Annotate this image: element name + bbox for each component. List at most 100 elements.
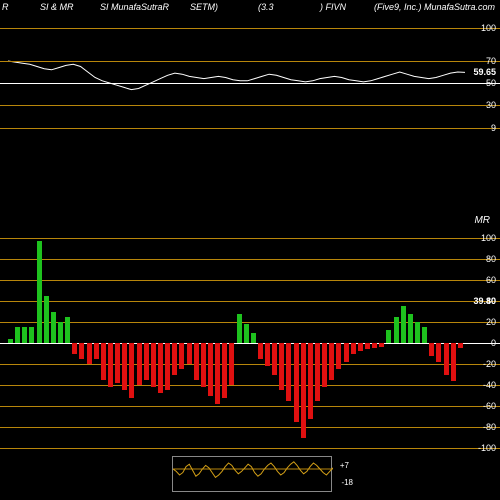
chart-header: R SI & MR SI MunafaSutraR SETM) (3.3 ) FIVN (F… (0, 2, 500, 16)
chart-root: R SI & MR SI MunafaSutraR SETM) (3.3 ) FIVN (F… (0, 0, 500, 500)
mr-bar (144, 343, 149, 380)
axis-label: -60 (483, 401, 496, 411)
mr-bar (208, 343, 213, 396)
axis-label: -20 (483, 359, 496, 369)
mr-current-value: 39.80 (473, 296, 496, 306)
gridline (0, 427, 500, 428)
axis-label: 20 (486, 317, 496, 327)
mr-bar (372, 343, 377, 348)
mr-bar (87, 343, 92, 364)
mr-bar (15, 327, 20, 343)
header-text: SI & MR (40, 2, 74, 12)
mr-bar (408, 314, 413, 343)
mr-bar (237, 314, 242, 343)
mr-bar (229, 343, 234, 385)
mr-bar (215, 343, 220, 404)
mr-bar (179, 343, 184, 369)
mr-bar (294, 343, 299, 422)
mr-bar (58, 322, 63, 343)
header-text: (Five9, Inc.) MunafaSutra.com (374, 2, 495, 12)
axis-label: 30 (486, 100, 496, 110)
mr-bar (358, 343, 363, 351)
mr-bar (72, 343, 77, 354)
mr-bar (201, 343, 206, 387)
mr-label: MR (474, 215, 490, 226)
mr-bar (279, 343, 284, 390)
mr-bar (115, 343, 120, 383)
mini-label-top: +7 (340, 461, 349, 470)
gridline (0, 322, 500, 323)
mr-bar (401, 306, 406, 343)
mr-bar (386, 330, 391, 343)
header-text: SETM) (190, 2, 218, 12)
mr-bar (394, 317, 399, 343)
axis-label: 50 (486, 78, 496, 88)
gridline (0, 238, 500, 239)
axis-label: 70 (486, 56, 496, 66)
mini-oscillator-line (173, 457, 333, 493)
axis-label: -80 (483, 422, 496, 432)
mr-bar (79, 343, 84, 359)
gridline (0, 448, 500, 449)
mr-bar (429, 343, 434, 356)
mr-bar (222, 343, 227, 398)
mr-bar (365, 343, 370, 349)
mr-bar (44, 296, 49, 343)
mr-bar (272, 343, 277, 375)
mr-bar (122, 343, 127, 390)
mr-bar (336, 343, 341, 369)
mr-bar (37, 241, 42, 343)
mr-bar (51, 312, 56, 344)
mr-bar (265, 343, 270, 366)
mr-bar (451, 343, 456, 381)
mr-bar (422, 327, 427, 343)
mini-oscillator-panel: +7-18 (172, 456, 332, 492)
gridline (0, 406, 500, 407)
gridline (0, 61, 500, 62)
mr-bar (315, 343, 320, 401)
mr-bar (351, 343, 356, 354)
mr-bar (286, 343, 291, 401)
mr-bar (137, 343, 142, 385)
mr-bar (301, 343, 306, 438)
gridline (0, 28, 500, 29)
mr-bar (22, 327, 27, 343)
mr-bar (308, 343, 313, 419)
mr-bar (172, 343, 177, 375)
axis-label: -40 (483, 380, 496, 390)
gridline (0, 105, 500, 106)
mr-bar (29, 327, 34, 343)
mr-bar (444, 343, 449, 375)
axis-label: 60 (486, 275, 496, 285)
axis-label: 0 (491, 338, 496, 348)
mr-bar (151, 343, 156, 387)
mini-label-bottom: -18 (341, 478, 353, 487)
mr-bar (344, 343, 349, 362)
mr-bar (436, 343, 441, 362)
gridline (0, 280, 500, 281)
mr-bar (108, 343, 113, 387)
gridline (0, 385, 500, 386)
mr-bar (244, 324, 249, 343)
gridline (0, 128, 500, 129)
mr-bar (415, 322, 420, 343)
axis-label: 100 (481, 23, 496, 33)
header-text: SI MunafaSutraR (100, 2, 169, 12)
axis-label: -100 (478, 443, 496, 453)
mr-bar (165, 343, 170, 390)
mr-bar (322, 343, 327, 387)
mr-bar (158, 343, 163, 393)
header-text: ) FIVN (320, 2, 346, 12)
header-text: R (2, 2, 9, 12)
mr-bar (329, 343, 334, 380)
mr-bar (94, 343, 99, 359)
axis-label: 80 (486, 254, 496, 264)
gridline (0, 301, 500, 302)
mr-bar (194, 343, 199, 380)
mr-bar (379, 343, 384, 347)
mr-bar (8, 339, 13, 343)
rsi-panel: 100705030959.65 (0, 28, 500, 138)
header-text: (3.3 (258, 2, 274, 12)
axis-label: 9 (491, 123, 496, 133)
gridline (0, 83, 500, 84)
